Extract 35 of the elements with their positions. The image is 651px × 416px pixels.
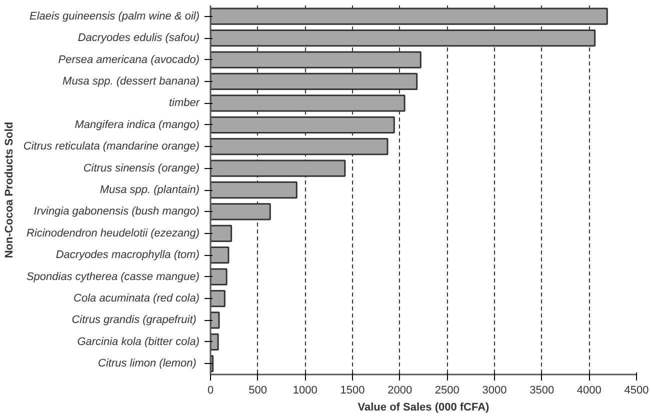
y-tick-label: Citrus sinensis (orange)	[83, 162, 200, 174]
x-tick-label: 4500	[624, 384, 649, 396]
y-tick-label: Musa spp. (plantain)	[100, 184, 200, 196]
y-tick-label: Cola acuminata (red cola)	[74, 292, 200, 305]
y-tick-label: Irvingia gabonensis (bush mango)	[34, 206, 200, 218]
bar	[210, 224, 232, 242]
y-tick-label: Dacryodes edulis (safou)	[78, 32, 200, 44]
bar	[210, 333, 219, 351]
x-tick-label: 3000	[482, 384, 507, 396]
y-tick-label: timber	[168, 97, 201, 110]
y-tick-label: Citrus grandis (grapefruit)	[72, 314, 197, 326]
x-tick-label: 0	[207, 384, 214, 396]
bar	[210, 246, 230, 264]
x-tick-label: 1500	[340, 384, 365, 396]
x-tick-label: 4000	[576, 384, 602, 396]
y-tick-label: Mangifera indica (mango)	[74, 118, 200, 131]
bar	[210, 268, 228, 286]
x-tick-label: 2000	[388, 384, 412, 396]
x-tick-label: 2500	[434, 384, 460, 396]
y-tick-label: Dacryodes macrophylla (tom)	[56, 249, 200, 262]
y-tick-label: Garcinia kola (bitter cola)	[77, 336, 200, 348]
x-tick-label: 3500	[530, 384, 554, 396]
y-tick-label: Elaeis guineensis (palm wine & oil)	[30, 10, 200, 22]
y-tick-label: Ricinodendron heudelotii (ezezang)	[26, 227, 200, 240]
bar	[210, 290, 226, 308]
y-tick-label: Musa spp. (dessert banana)	[62, 75, 200, 88]
x-axis-title: Value of Sales (000 fCFA)	[358, 402, 490, 414]
y-tick-label: Citrus limon (lemon)	[98, 358, 197, 370]
bar	[210, 312, 220, 329]
y-axis-title: Non-Cocoa Products Sold	[3, 122, 16, 258]
x-tick-label: 500	[248, 384, 268, 396]
y-tick-label: Persea americana (avocado)	[58, 54, 200, 66]
x-tick-label: 1000	[292, 384, 318, 396]
y-tick-label: Spondias cytherea (casse mangue)	[26, 270, 200, 283]
y-tick-label: Citrus reticulata (mandarine orange)	[23, 140, 200, 153]
